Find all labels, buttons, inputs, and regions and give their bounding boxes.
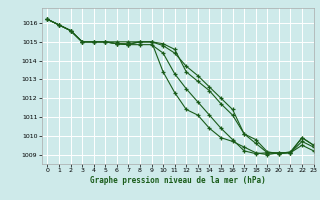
X-axis label: Graphe pression niveau de la mer (hPa): Graphe pression niveau de la mer (hPa) <box>90 176 266 185</box>
